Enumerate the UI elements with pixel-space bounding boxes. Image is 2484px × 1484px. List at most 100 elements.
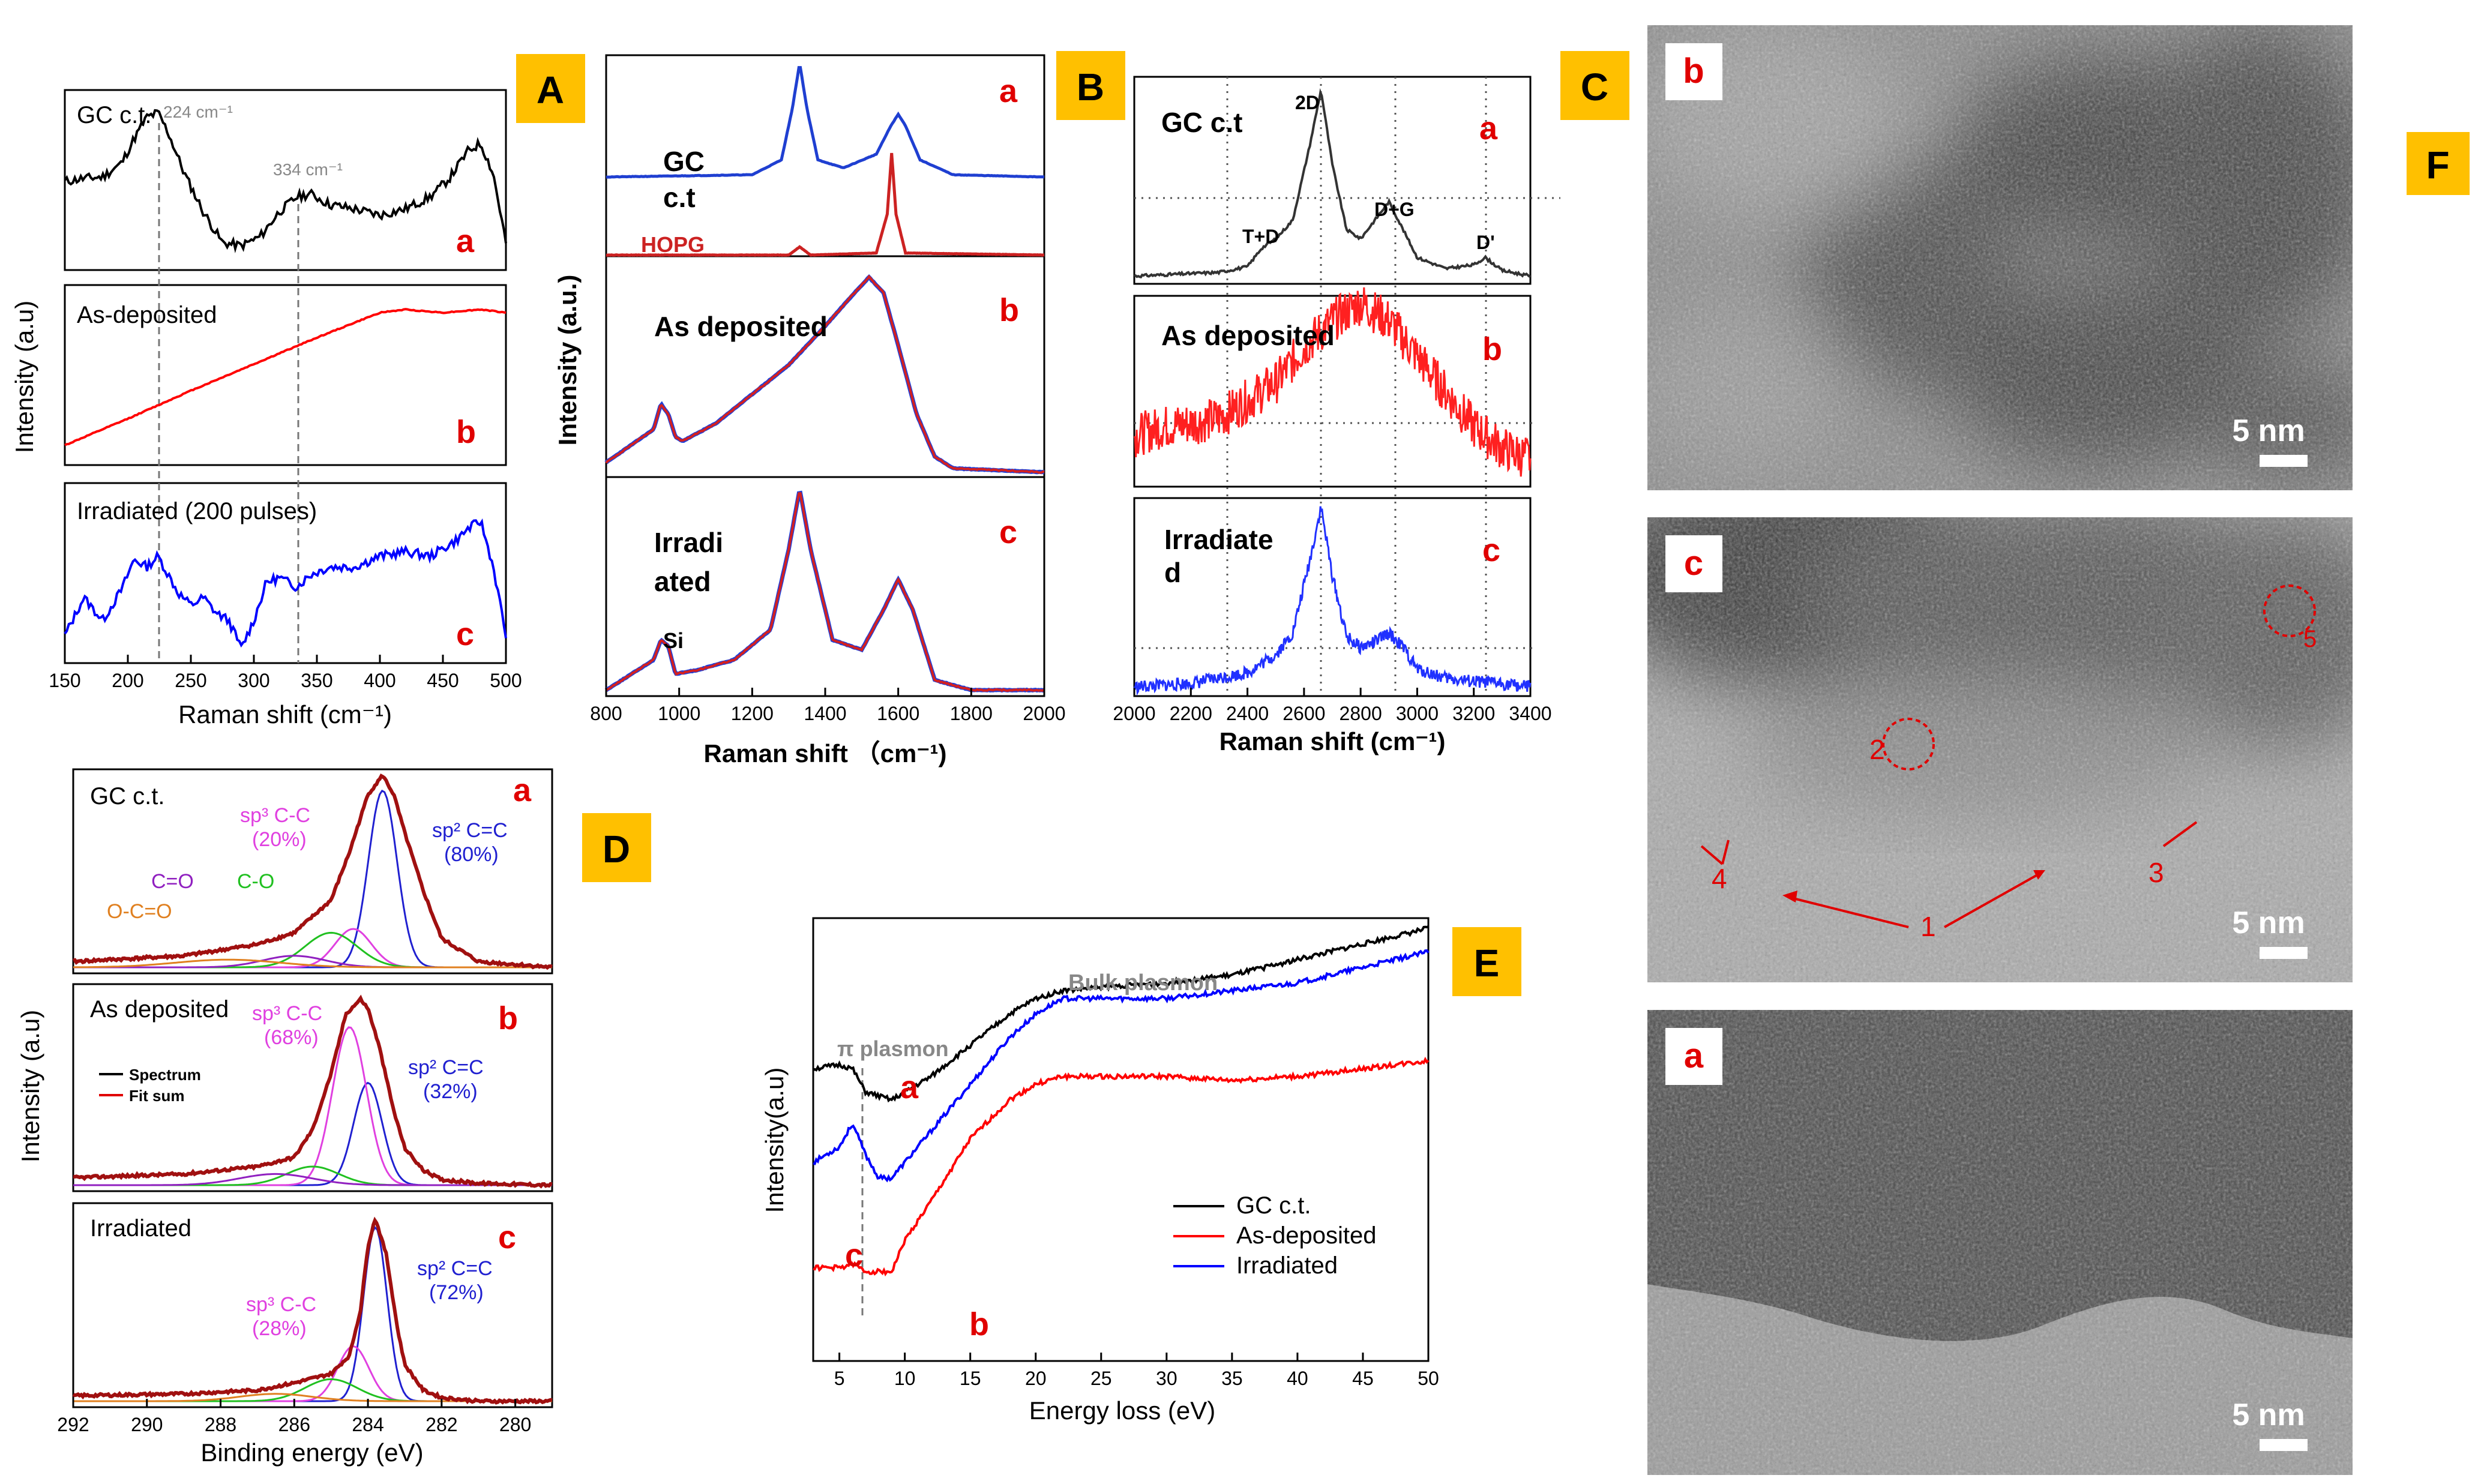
panel-b-si-label: Si	[663, 628, 684, 653]
panel-d-badge	[582, 813, 651, 882]
pD-ticks-label: 292	[57, 1414, 89, 1435]
panel-e-x-tick-label: 40	[1287, 1368, 1308, 1389]
panel-a-sub-b-letter: b	[456, 414, 476, 450]
panel-d-sub-a-sp2: sp² C=C	[432, 819, 508, 842]
panel-c-series-irradiated	[1133, 506, 1532, 696]
panel-d-sub-b-letter: b	[498, 1000, 518, 1036]
panel-d-x-axis-title: Binding energy (eV)	[200, 1438, 423, 1467]
pA-ticks-label: 150	[49, 670, 80, 691]
panel-b-series-as-deposited-blue	[604, 274, 1045, 475]
panel-c-band-dprime: D'	[1476, 232, 1495, 253]
pA-ticks-label: 400	[364, 670, 395, 691]
panel-a-sub-c-letter: c	[456, 616, 474, 652]
panel-e-legend-gc-ct: GC c.t.	[1236, 1192, 1311, 1219]
panel-e-series-gc-ct	[813, 925, 1429, 1103]
pA-ticks-label: 300	[238, 670, 269, 691]
panel-c-x-axis-title: Raman shift (cm⁻¹)	[1219, 727, 1446, 756]
tem-image-b	[1647, 25, 2353, 490]
panel-d-sub-b-sp3-pct: (68%)	[264, 1026, 319, 1049]
panel-e-x-axis-title: Energy loss (eV)	[1029, 1396, 1215, 1425]
panel-d-sub-c-sp3-pct: (28%)	[252, 1317, 307, 1340]
panel-b-subplot-b-frame	[605, 255, 1045, 478]
panel-e-x-tick-label: 15	[960, 1368, 981, 1389]
tem-c-arrow-1a	[1788, 896, 1909, 928]
tem-c-label-box	[1665, 535, 1722, 592]
panel-b-series-as-deposited	[605, 274, 1045, 474]
tem-c-arrow-3	[2162, 821, 2198, 847]
panel-d-legend-spectrum: Spectrum	[129, 1066, 201, 1084]
panel-c-sub-a-letter: a	[1479, 110, 1498, 146]
pD-ticks-label: 282	[426, 1414, 457, 1435]
pC-ticks-label: 2000	[1113, 703, 1155, 724]
panel-d-sub-b-sp2-pct: (32%)	[423, 1080, 478, 1103]
panel-d-sub-a-name: GC c.t.	[90, 783, 164, 810]
pB-ticks-label: 1200	[731, 703, 774, 724]
panel-a-sub-c-name: Irradiated (200 pulses)	[77, 498, 317, 524]
panel-e: E π plasmon Bulk plasmon a c b GC c.t. A…	[760, 917, 1521, 1425]
tem-b-scalebar	[2260, 455, 2308, 467]
panel-d-sub-a-oco: O-C=O	[107, 900, 172, 923]
panel-e-x-tick-label: 30	[1156, 1368, 1177, 1389]
panel-d-x-ticks: 292 290 288 286 284 282 280	[57, 1399, 531, 1435]
panel-c-x-ticks: 2000 2200 2400 2600 2800 3000 3200 3400	[1113, 688, 1552, 724]
panel-b-sub-c-name-line2: ated	[654, 566, 711, 597]
panel-b: B GC c.t HOPG a As deposited b Irradi at…	[553, 51, 1125, 768]
panel-b-x-ticks: 800 1000 1200 1400 1600 1800 2000	[590, 688, 1066, 724]
panel-c-subplot-a-frame	[1133, 76, 1532, 285]
panel-a-subplot-c-frame	[64, 482, 507, 664]
panel-e-legend-irradiated: Irradiated	[1236, 1252, 1338, 1279]
panel-e-x-tick-label: 50	[1418, 1368, 1439, 1389]
pC-ticks-label: 3000	[1396, 703, 1439, 724]
tem-c-circle-5	[2263, 584, 2316, 637]
panel-c-subplot-b-frame	[1133, 295, 1532, 488]
panel-b-badge	[1056, 51, 1125, 120]
panel-c-sub-a-name: GC c.t	[1161, 107, 1242, 138]
pD-ticks-label: 290	[131, 1414, 163, 1435]
panel-e-label-a: a	[900, 1069, 919, 1105]
panel-a: A GC c.t. 224 cm⁻¹ 334 cm⁻¹ a As-deposit…	[10, 54, 585, 728]
panel-e-x-ticks: 5 10 15 20 25 30 35 40 45 50	[834, 1353, 1439, 1389]
panel-a-sub-a-letter: a	[456, 223, 475, 259]
panel-d-sub-a-sp3: sp³ C-C	[240, 804, 310, 827]
panel-a-peak1-label: 224 cm⁻¹	[163, 103, 233, 121]
panel-d-spectrum-irradiated	[72, 1216, 553, 1405]
panel-e-frame	[812, 917, 1430, 1362]
panel-c-sub-b-name: As deposited	[1161, 320, 1335, 351]
panel-a-series-as-deposited	[64, 308, 507, 446]
panel-d-subplot-c-frame	[72, 1202, 553, 1408]
panel-e-pi-plasmon-label: π plasmon	[837, 1036, 949, 1061]
pB-ticks-label: 2000	[1023, 703, 1065, 724]
panel-c-badge	[1560, 51, 1629, 120]
tem-a-scalebar	[2260, 1439, 2308, 1451]
pB-ticks-label: 800	[590, 703, 622, 724]
tem-c-label: c	[1684, 544, 1703, 583]
panel-e-series-as-deposited	[813, 1057, 1430, 1277]
panel-a-subplot-b-frame	[64, 284, 507, 466]
tem-c-arrow-4a	[1700, 845, 1724, 865]
panel-b-y-axis-title: Intensity (a.u.)	[553, 275, 582, 446]
panel-f: F b 5 nm	[1647, 25, 2470, 1475]
panel-a-series-gc-ct	[64, 109, 507, 253]
panel-e-x-tick-label: 10	[894, 1368, 916, 1389]
panel-c-sub-c-name-line2: d	[1164, 557, 1181, 588]
pD-ticks-label: 280	[499, 1414, 531, 1435]
pD-ticks-label: 284	[352, 1414, 383, 1435]
tem-a-scalebar-label: 5 nm	[2232, 1398, 2305, 1432]
pB-ticks-label: 1600	[877, 703, 919, 724]
pB-ticks-label: 1400	[804, 703, 846, 724]
panel-d-badge-text: D	[603, 828, 630, 871]
tem-image-c	[1647, 517, 2353, 982]
pA-ticks-label: 500	[490, 670, 522, 691]
pB-ticks-label: 1000	[658, 703, 700, 724]
panel-b-series-hopg	[606, 152, 1045, 257]
tem-c-arrow-1b	[1944, 872, 2041, 928]
panel-c-series-gc-ct	[1134, 88, 1531, 278]
tem-a-label: a	[1684, 1036, 1704, 1075]
pA-ticks-label: 450	[427, 670, 459, 691]
panel-e-y-axis-title: Intensity(a.u)	[760, 1068, 789, 1213]
panel-d-component-1-1	[73, 1026, 552, 1186]
pC-ticks-label: 2400	[1226, 703, 1269, 724]
panel-d-component-1-3	[73, 1173, 552, 1186]
panel-a-x-axis-title: Raman shift (cm⁻¹)	[178, 700, 392, 728]
